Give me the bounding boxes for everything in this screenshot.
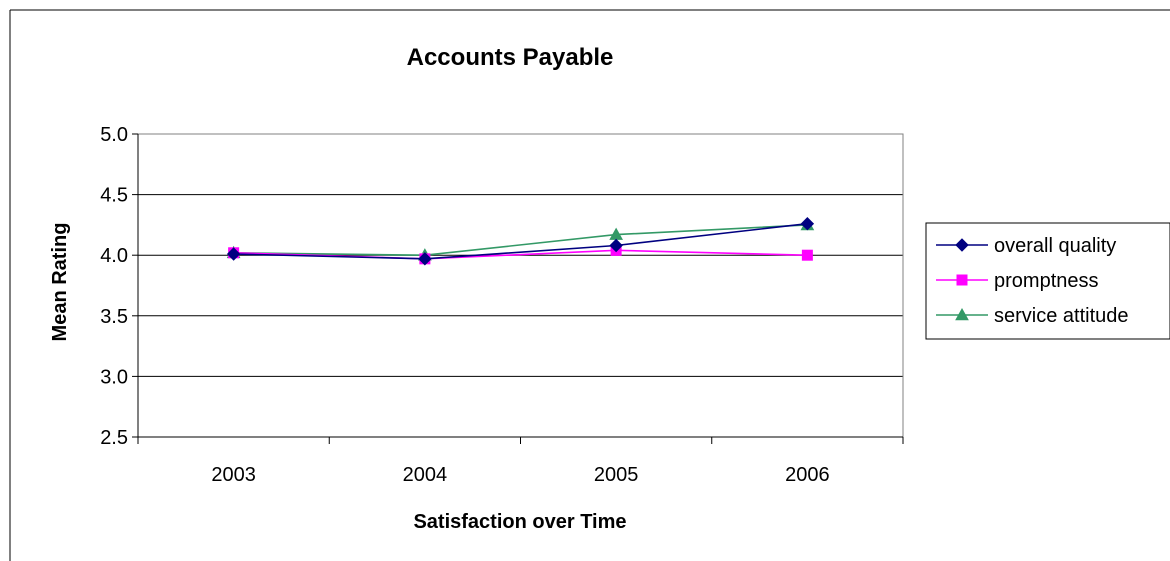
y-axis-title: Mean Rating — [49, 223, 71, 342]
legend-marker — [955, 307, 969, 321]
x-axis-title: Satisfaction over Time — [413, 511, 626, 533]
legend-label: overall quality — [994, 235, 1116, 257]
series-overall-quality — [226, 216, 815, 266]
y-tick-label: 3.0 — [100, 366, 128, 388]
data-point — [418, 252, 432, 266]
legend-label: service attitude — [994, 305, 1129, 327]
legend: overall quality promptness service attitud… — [925, 222, 1170, 340]
y-tick-label: 4.0 — [100, 245, 128, 267]
legend-marker — [955, 238, 969, 252]
y-tick-label: 4.5 — [100, 185, 128, 207]
x-tick-label: 2004 — [403, 464, 448, 486]
y-axis: 2.5 3.0 3.5 4.0 4.5 5.0 — [100, 124, 139, 449]
legend-entry: overall quality — [936, 235, 1116, 257]
legend-marker — [956, 274, 968, 286]
series-line — [233, 222, 808, 260]
x-tick-label: 2005 — [594, 464, 639, 486]
gridlines — [138, 194, 903, 377]
plot-area — [137, 133, 904, 438]
legend-entry: service attitude — [936, 305, 1129, 327]
x-tick-label: 2006 — [785, 464, 830, 486]
x-axis: 2003 2004 2005 2006 — [137, 436, 904, 486]
data-point — [609, 238, 623, 253]
series-promptness — [228, 244, 813, 265]
legend-entry: promptness — [936, 270, 1099, 292]
data-point — [800, 216, 815, 231]
series-line — [233, 224, 808, 257]
legend-label: promptness — [994, 270, 1099, 292]
x-tick-label: 2003 — [211, 464, 256, 486]
chart-title: Accounts Payable — [407, 44, 614, 71]
y-tick-label: 2.5 — [100, 427, 128, 449]
y-tick-label: 5.0 — [100, 124, 128, 146]
y-tick-label: 3.5 — [100, 306, 128, 328]
data-point — [226, 247, 241, 261]
data-point — [801, 249, 813, 261]
series — [226, 216, 815, 266]
